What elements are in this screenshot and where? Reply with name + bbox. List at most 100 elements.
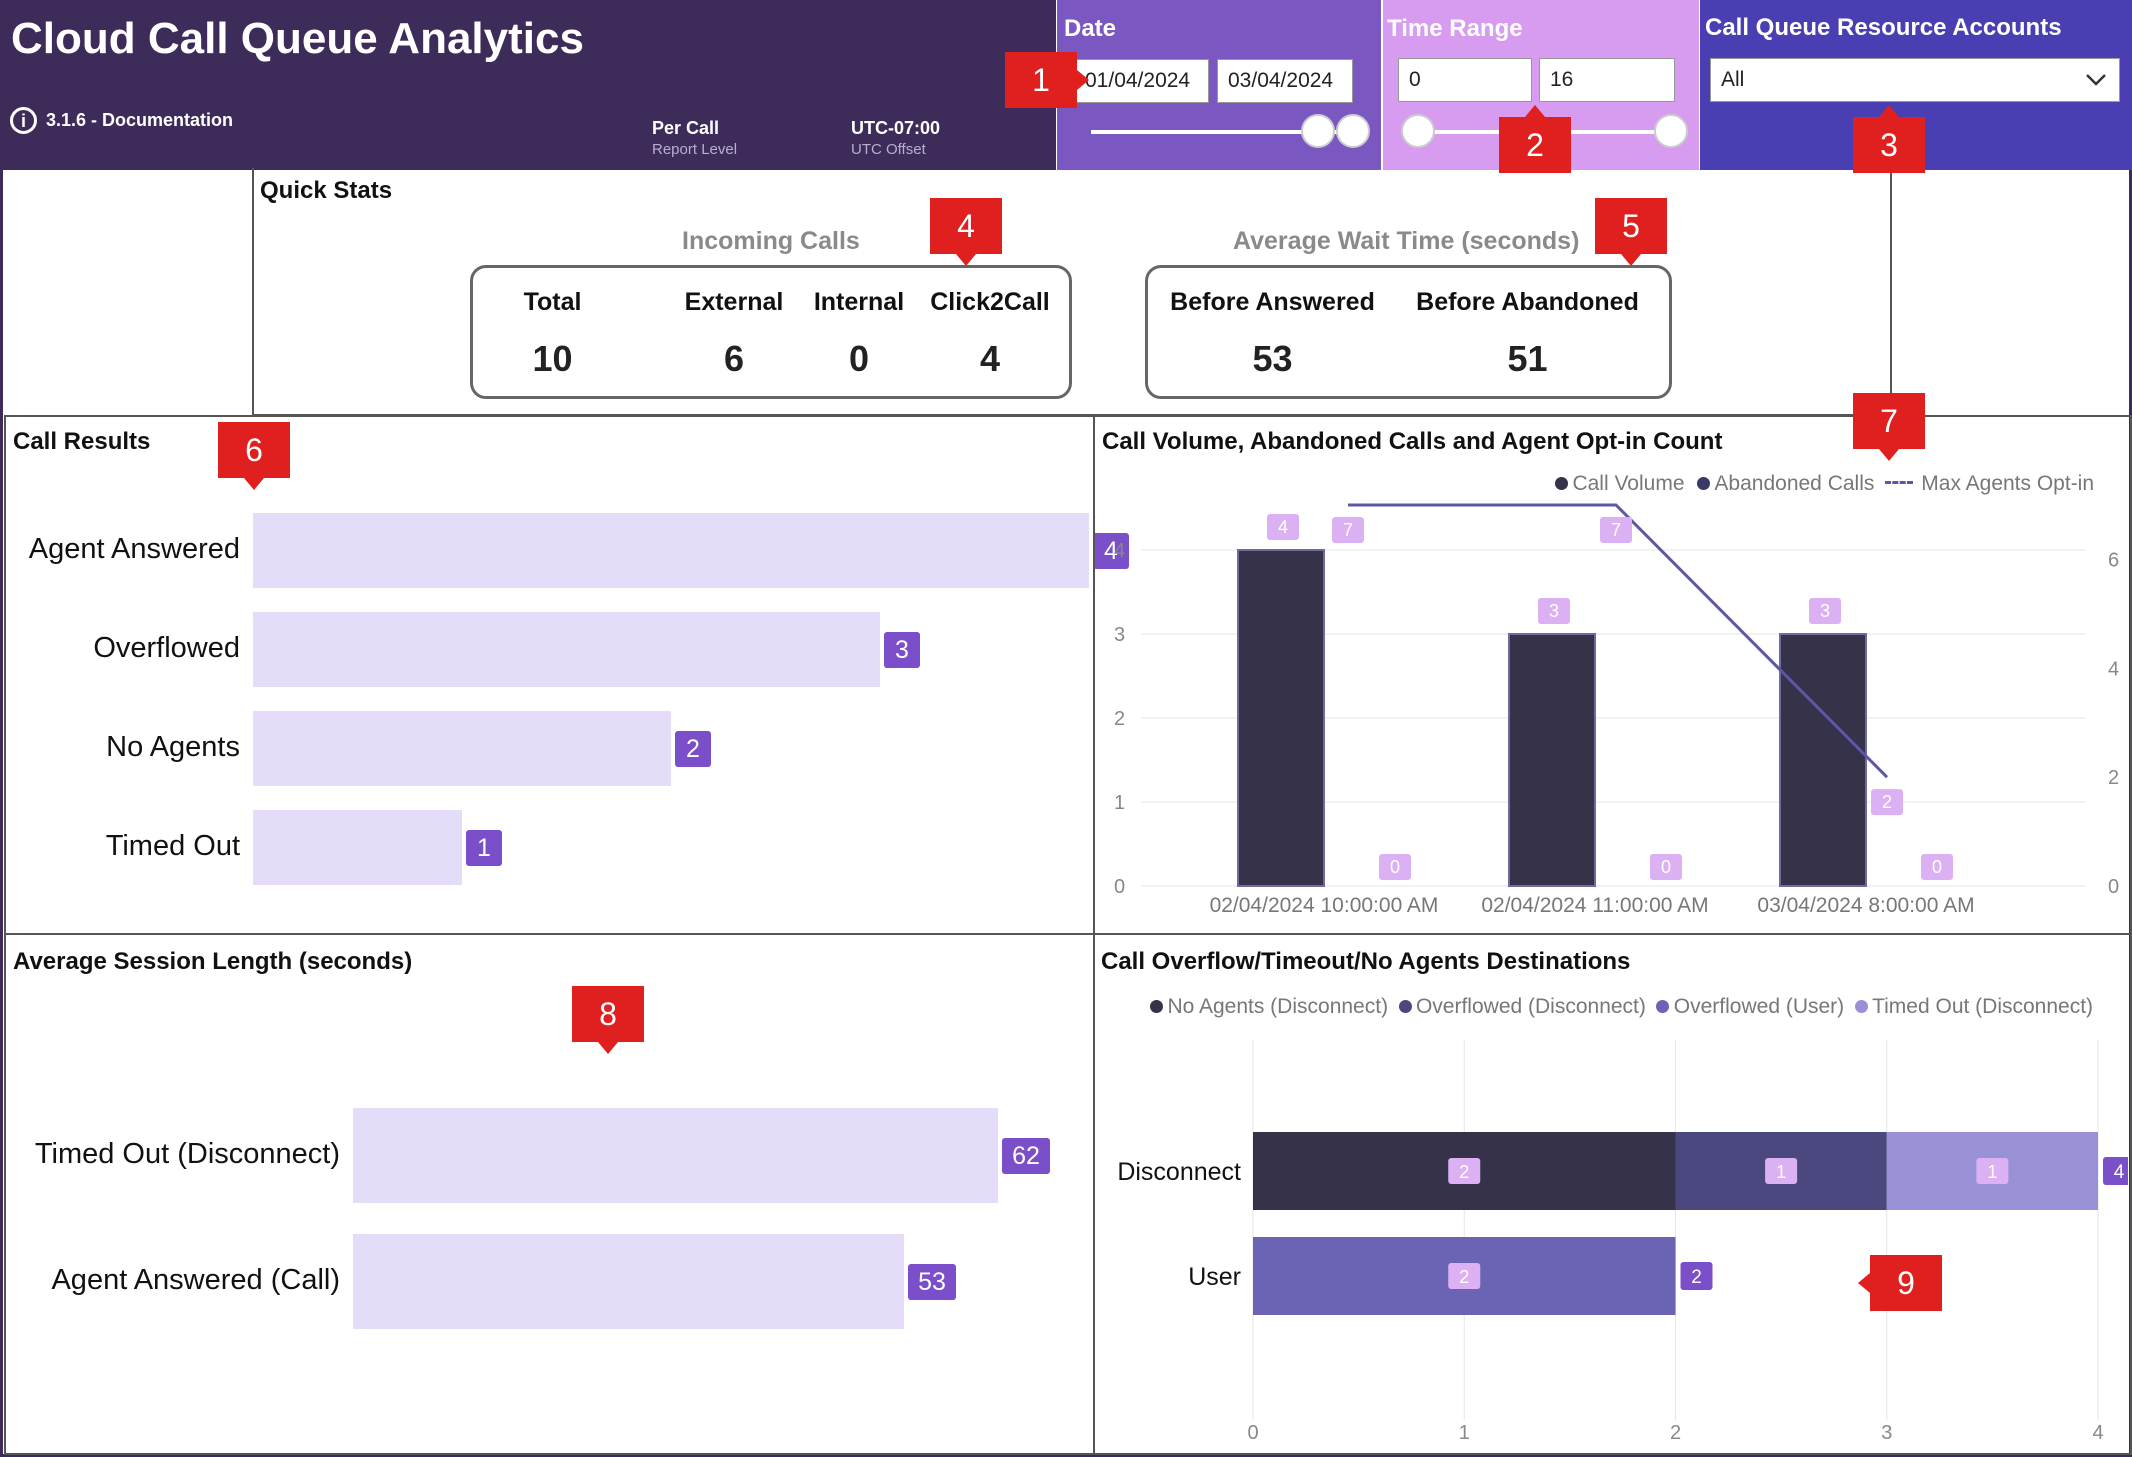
stat-total-label: Total xyxy=(523,288,582,316)
x-tick-label: 2 xyxy=(1670,1422,1681,1444)
time-slider-start-handle[interactable] xyxy=(1401,114,1435,148)
total-label: 4 xyxy=(2114,1162,2125,1183)
call-volume-label: 4 xyxy=(1278,517,1288,537)
destinations-legend: No Agents (Disconnect) Overflowed (Disco… xyxy=(1150,995,2093,1019)
agents-optin-label-bg xyxy=(1332,517,1364,543)
legend-timed-out-dot xyxy=(1854,1000,1868,1013)
agents-optin-label: 2 xyxy=(1882,792,1892,812)
call-volume-bar[interactable] xyxy=(1237,549,1325,887)
total-label-bg xyxy=(1680,1262,1713,1290)
time-slider-end-handle[interactable] xyxy=(1654,114,1688,148)
category-label: No Agents xyxy=(106,730,240,763)
stat-before-abandoned-value: 51 xyxy=(1507,338,1548,379)
x-tick-label: 3 xyxy=(1881,1422,1892,1444)
callout-6-label: 6 xyxy=(245,432,263,468)
incoming-calls-card xyxy=(470,265,1072,399)
documentation-link[interactable]: 3.1.6 - Documentation xyxy=(46,110,234,130)
callout-5-pointer xyxy=(1621,254,1641,266)
legend-abandoned-dot xyxy=(1696,477,1710,490)
resource-accounts-title: Call Queue Resource Accounts xyxy=(1705,14,2062,41)
agents-optin-label: 7 xyxy=(1343,520,1353,540)
call-volume-legend: Call Volume Abandoned Calls Max Agents O… xyxy=(1555,472,2094,496)
total-label: 2 xyxy=(1691,1267,1702,1288)
call-volume-bar[interactable] xyxy=(1779,633,1867,887)
utc-offset-value: UTC-07:00 xyxy=(851,118,941,138)
legend-abandoned: Abandoned Calls xyxy=(1714,472,1875,495)
date-end-input[interactable]: 03/04/2024 xyxy=(1217,59,1353,103)
stat-external-label: External xyxy=(684,288,784,316)
callout-1: 1 xyxy=(1005,52,1089,108)
date-slider-track[interactable] xyxy=(1091,130,1351,134)
callout-4-label: 4 xyxy=(957,208,975,244)
stat-external-value: 6 xyxy=(723,338,745,379)
call-volume-label-bg xyxy=(1538,598,1570,624)
header-bar xyxy=(0,0,1056,170)
callout-4: 4 xyxy=(930,198,1002,266)
destinations-panel xyxy=(1093,933,2132,1455)
category-label: Agent Answered (Call) xyxy=(51,1263,340,1296)
callout-7: 7 xyxy=(1853,393,1925,461)
quick-stats-title: Quick Stats xyxy=(260,177,393,204)
y2-tick-label: 2 xyxy=(2108,767,2119,789)
data-label: 4 xyxy=(1093,532,1129,569)
callout-2: 2 xyxy=(1499,105,1571,173)
date-start-input[interactable]: 01/04/2024 xyxy=(1074,59,1209,103)
stat-click2call-label: Click2Call xyxy=(930,288,1050,316)
data-label: 3 xyxy=(884,631,920,668)
callout-3: 3 xyxy=(1853,105,1925,173)
stat-total-value: 10 xyxy=(532,338,573,379)
bar[interactable] xyxy=(353,1108,998,1203)
callout-8-pointer xyxy=(598,1042,618,1054)
bar[interactable] xyxy=(253,711,671,786)
callout-6-pointer xyxy=(244,478,264,490)
legend-overflow-user-dot xyxy=(1656,1000,1670,1013)
legend-call-volume: Call Volume xyxy=(1572,472,1685,495)
time-start-input[interactable]: 0 xyxy=(1398,58,1532,102)
resource-accounts-dropdown[interactable]: All xyxy=(1710,58,2120,102)
utc-offset-label: UTC Offset xyxy=(851,141,926,158)
stat-before-answered-value: 53 xyxy=(1252,338,1293,379)
legend-agents-optin: Max Agents Opt-in xyxy=(1921,472,2095,495)
date-slider-end-handle[interactable] xyxy=(1336,114,1370,148)
stat-internal-label: Internal xyxy=(813,288,905,316)
callout-7-label: 7 xyxy=(1880,403,1898,439)
time-end-input[interactable]: 16 xyxy=(1539,58,1675,102)
abandoned-label: 0 xyxy=(1661,857,1671,877)
incoming-calls-label: Incoming Calls xyxy=(682,227,860,255)
bar[interactable] xyxy=(253,513,1089,588)
y2-tick-label: 0 xyxy=(2108,876,2119,898)
segment-label: 2 xyxy=(1459,1267,1469,1287)
category-label: User xyxy=(1188,1263,1241,1291)
call-volume-bar[interactable] xyxy=(1508,633,1596,887)
legend-overflow-disconnect: Overflowed (Disconnect) xyxy=(1415,995,1646,1018)
abandoned-label: 0 xyxy=(1932,857,1942,877)
segment-label-bg xyxy=(1976,1158,2009,1184)
callout-5: 5 xyxy=(1595,198,1667,266)
stat-click2call-value: 4 xyxy=(979,338,1001,379)
callout-3-pointer xyxy=(1879,105,1899,117)
bar[interactable] xyxy=(253,612,880,687)
info-icon[interactable]: i xyxy=(10,107,37,134)
segment-label: 1 xyxy=(1987,1162,1997,1182)
bar[interactable] xyxy=(353,1234,904,1329)
date-filter-title: Date xyxy=(1064,15,1117,42)
call-volume-label-bg xyxy=(1809,598,1841,624)
legend-call-volume-dot xyxy=(1555,477,1568,490)
data-label: 2 xyxy=(675,730,711,767)
call-volume-label: 3 xyxy=(1820,601,1830,621)
callout-6: 6 xyxy=(218,422,290,490)
callout-7-pointer xyxy=(1879,449,1899,461)
y2-tick-label: 6 xyxy=(2108,549,2119,571)
stat-before-answered-label: Before Answered xyxy=(1170,288,1375,316)
agents-optin-label-bg xyxy=(1871,789,1903,816)
legend-overflow-disconnect-dot xyxy=(1398,1000,1412,1013)
y-tick-label: 1 xyxy=(1114,792,1125,814)
segment-label-bg xyxy=(1448,1158,1481,1184)
bar[interactable] xyxy=(253,810,462,885)
legend-no-agents-dot xyxy=(1150,1000,1163,1013)
segment-label-bg xyxy=(1448,1263,1481,1289)
date-slider-start-handle[interactable] xyxy=(1301,114,1335,148)
data-label: 1 xyxy=(466,829,502,866)
legend-agents-line xyxy=(1884,481,1913,484)
x-tick-label: 4 xyxy=(2092,1422,2103,1444)
